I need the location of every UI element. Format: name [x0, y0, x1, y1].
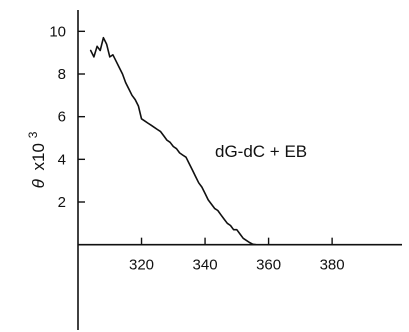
- x-tick-label: 340: [193, 257, 218, 274]
- svg-text:θ x10 3: θ x10 3: [26, 131, 48, 188]
- chart-ticks: [78, 30, 333, 245]
- chart-series-layer: [89, 36, 257, 246]
- y-axis-label-symbol: θ: [29, 178, 48, 188]
- y-tick-label: 10: [49, 23, 66, 40]
- x-tick-label: 320: [129, 257, 154, 274]
- y-axis-label-multiplier: x10: [29, 143, 48, 170]
- chart-tick-labels: 2 4 6 8 10 320 340 360 380: [49, 23, 344, 273]
- x-tick-label: 360: [256, 257, 281, 274]
- chart-annotation: dG-dC + EB: [215, 142, 307, 161]
- y-axis-label: θ x10 3: [26, 131, 48, 188]
- y-axis-label-exponent: 3: [26, 131, 40, 138]
- y-tick-label: 2: [58, 194, 66, 211]
- series-line-1: [89, 36, 257, 246]
- x-tick-label: 380: [320, 257, 345, 274]
- y-tick-label: 6: [58, 109, 66, 126]
- y-tick-label: 8: [58, 66, 66, 83]
- y-tick-label: 4: [58, 151, 66, 168]
- chart-axes: [77, 10, 402, 330]
